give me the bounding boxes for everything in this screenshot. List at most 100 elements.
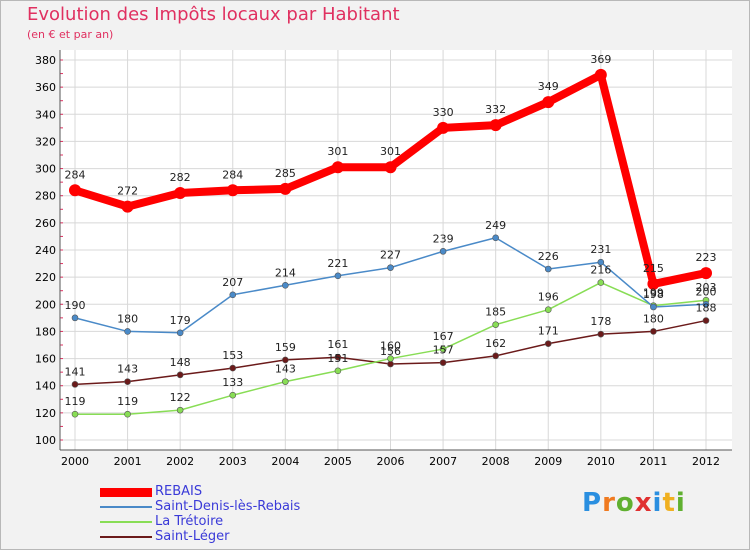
data-label: 226	[538, 250, 559, 263]
x-tick-label: 2012	[692, 455, 720, 468]
data-label: 148	[170, 356, 191, 369]
y-tick-label: 120	[35, 407, 56, 420]
data-point	[387, 355, 394, 362]
y-tick-label: 140	[35, 380, 56, 393]
data-label: 143	[275, 363, 296, 376]
legend-item-saint-denis: Saint-Denis-lès-Rebais	[100, 499, 350, 515]
data-label: 285	[275, 167, 296, 180]
data-point	[229, 364, 237, 372]
data-point	[544, 265, 552, 273]
data-label: 282	[170, 171, 191, 184]
data-label: 171	[538, 325, 559, 338]
data-label: 190	[65, 299, 86, 312]
data-label: 301	[380, 145, 401, 158]
x-tick-label: 2011	[639, 455, 667, 468]
y-tick-label: 100	[35, 434, 56, 447]
data-label: 216	[590, 264, 611, 277]
data-label: 239	[433, 232, 454, 245]
data-point	[176, 406, 184, 414]
legend-label: La Trétoire	[155, 514, 224, 529]
data-label: 180	[117, 312, 138, 325]
y-tick-label: 280	[35, 190, 56, 203]
data-point	[542, 96, 555, 109]
data-label: 151	[327, 352, 348, 365]
data-point	[650, 303, 657, 311]
y-tick-label: 340	[35, 108, 56, 121]
data-label: 200	[696, 285, 717, 298]
data-label: 119	[65, 395, 86, 408]
data-point	[387, 264, 394, 271]
data-point	[334, 272, 342, 280]
data-point	[176, 329, 184, 337]
legend: REBAIS Saint-Denis-lès-Rebais La Trétoir…	[100, 484, 350, 545]
data-point	[334, 353, 342, 361]
y-tick-label: 260	[35, 217, 56, 230]
data-point	[437, 121, 450, 134]
data-label: 207	[222, 276, 243, 289]
data-label: 284	[65, 168, 86, 181]
data-label: 133	[222, 376, 243, 389]
x-tick-label: 2009	[534, 455, 562, 468]
data-label: 196	[538, 291, 559, 304]
data-point	[334, 367, 342, 375]
data-point	[282, 281, 289, 289]
data-point	[174, 187, 187, 199]
chart-subtitle: (en € et par an)	[27, 28, 114, 41]
data-point	[331, 161, 344, 174]
data-point	[71, 410, 79, 418]
data-point	[544, 306, 552, 314]
data-point	[702, 300, 710, 308]
brand-letter: i	[675, 488, 686, 518]
data-point	[489, 119, 502, 132]
data-label: 227	[380, 249, 401, 262]
data-label: 249	[485, 219, 506, 232]
data-point	[279, 182, 292, 195]
x-tick-label: 2001	[114, 455, 142, 468]
data-label: 301	[327, 145, 348, 158]
data-point	[229, 291, 237, 299]
legend-label: REBAIS	[155, 484, 203, 499]
data-point	[439, 345, 447, 353]
legend-item-la-tretoire: La Trétoire	[100, 514, 350, 530]
data-label: 159	[275, 341, 296, 354]
data-label: 156	[380, 345, 401, 358]
data-point	[124, 378, 131, 385]
data-point	[282, 378, 289, 385]
data-point	[121, 200, 134, 213]
data-point	[124, 328, 131, 335]
data-label: 349	[538, 80, 559, 93]
brand-letter: o	[615, 488, 635, 518]
data-point	[647, 277, 660, 290]
x-tick-label: 2004	[271, 455, 299, 468]
data-label: 199	[643, 287, 664, 300]
data-label: 157	[433, 344, 454, 357]
brand-letter: P	[582, 488, 603, 518]
data-point	[71, 314, 79, 322]
brand-letter: x	[634, 488, 653, 518]
legend-swatch	[100, 506, 152, 508]
data-point	[226, 184, 239, 197]
data-label: 141	[65, 365, 86, 378]
brand-logo: Proxiti	[582, 488, 686, 518]
brand-letter: r	[602, 488, 616, 518]
y-tick-label: 360	[35, 81, 56, 94]
data-point	[439, 248, 447, 255]
data-label: 330	[433, 106, 454, 119]
x-tick-label: 2005	[324, 455, 352, 468]
legend-swatch	[100, 488, 152, 497]
data-label: 143	[117, 363, 138, 376]
data-label: 214	[275, 266, 296, 279]
data-label: 119	[117, 395, 138, 408]
data-label: 198	[643, 288, 664, 301]
data-point	[71, 381, 79, 388]
x-tick-label: 2010	[587, 455, 615, 468]
data-point	[124, 410, 131, 418]
data-label: 161	[327, 338, 348, 351]
y-tick-label: 180	[35, 325, 56, 338]
data-point	[439, 359, 447, 366]
data-point	[229, 391, 237, 399]
data-label: 179	[170, 314, 191, 327]
data-point	[597, 258, 605, 266]
x-tick-label: 2006	[377, 455, 405, 468]
